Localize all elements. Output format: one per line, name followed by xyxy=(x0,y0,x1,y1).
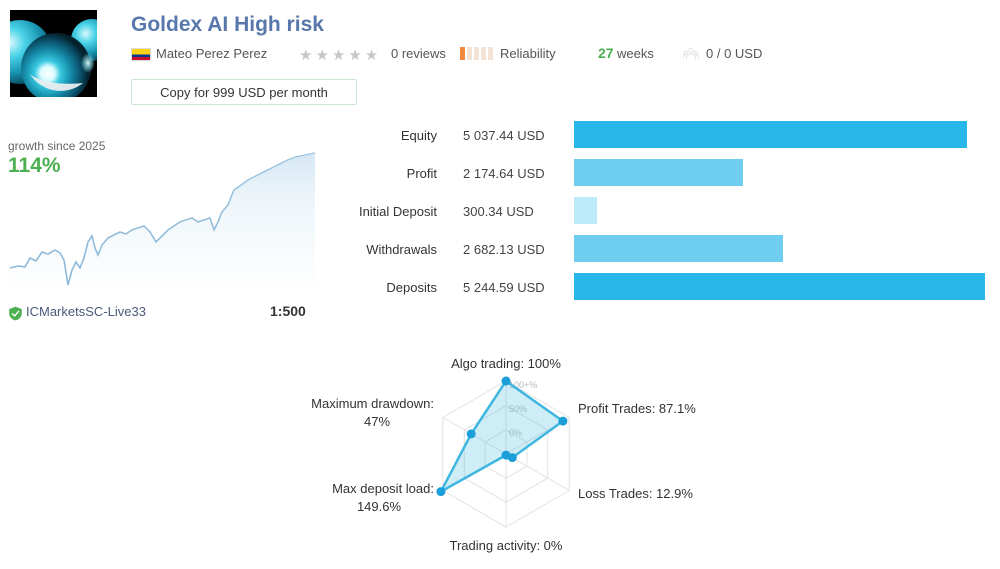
svg-text:Trading activity: 0%: Trading activity: 0% xyxy=(450,538,563,553)
svg-text:Profit Trades: 87.1%: Profit Trades: 87.1% xyxy=(578,401,696,416)
svg-text:149.6%: 149.6% xyxy=(357,499,402,514)
svg-text:Algo trading: 100%: Algo trading: 100% xyxy=(451,356,561,371)
svg-text:Loss Trades: 12.9%: Loss Trades: 12.9% xyxy=(578,486,693,501)
svg-text:Max deposit load:: Max deposit load: xyxy=(332,481,434,496)
svg-text:Maximum drawdown:: Maximum drawdown: xyxy=(311,396,434,411)
svg-text:47%: 47% xyxy=(364,414,390,429)
